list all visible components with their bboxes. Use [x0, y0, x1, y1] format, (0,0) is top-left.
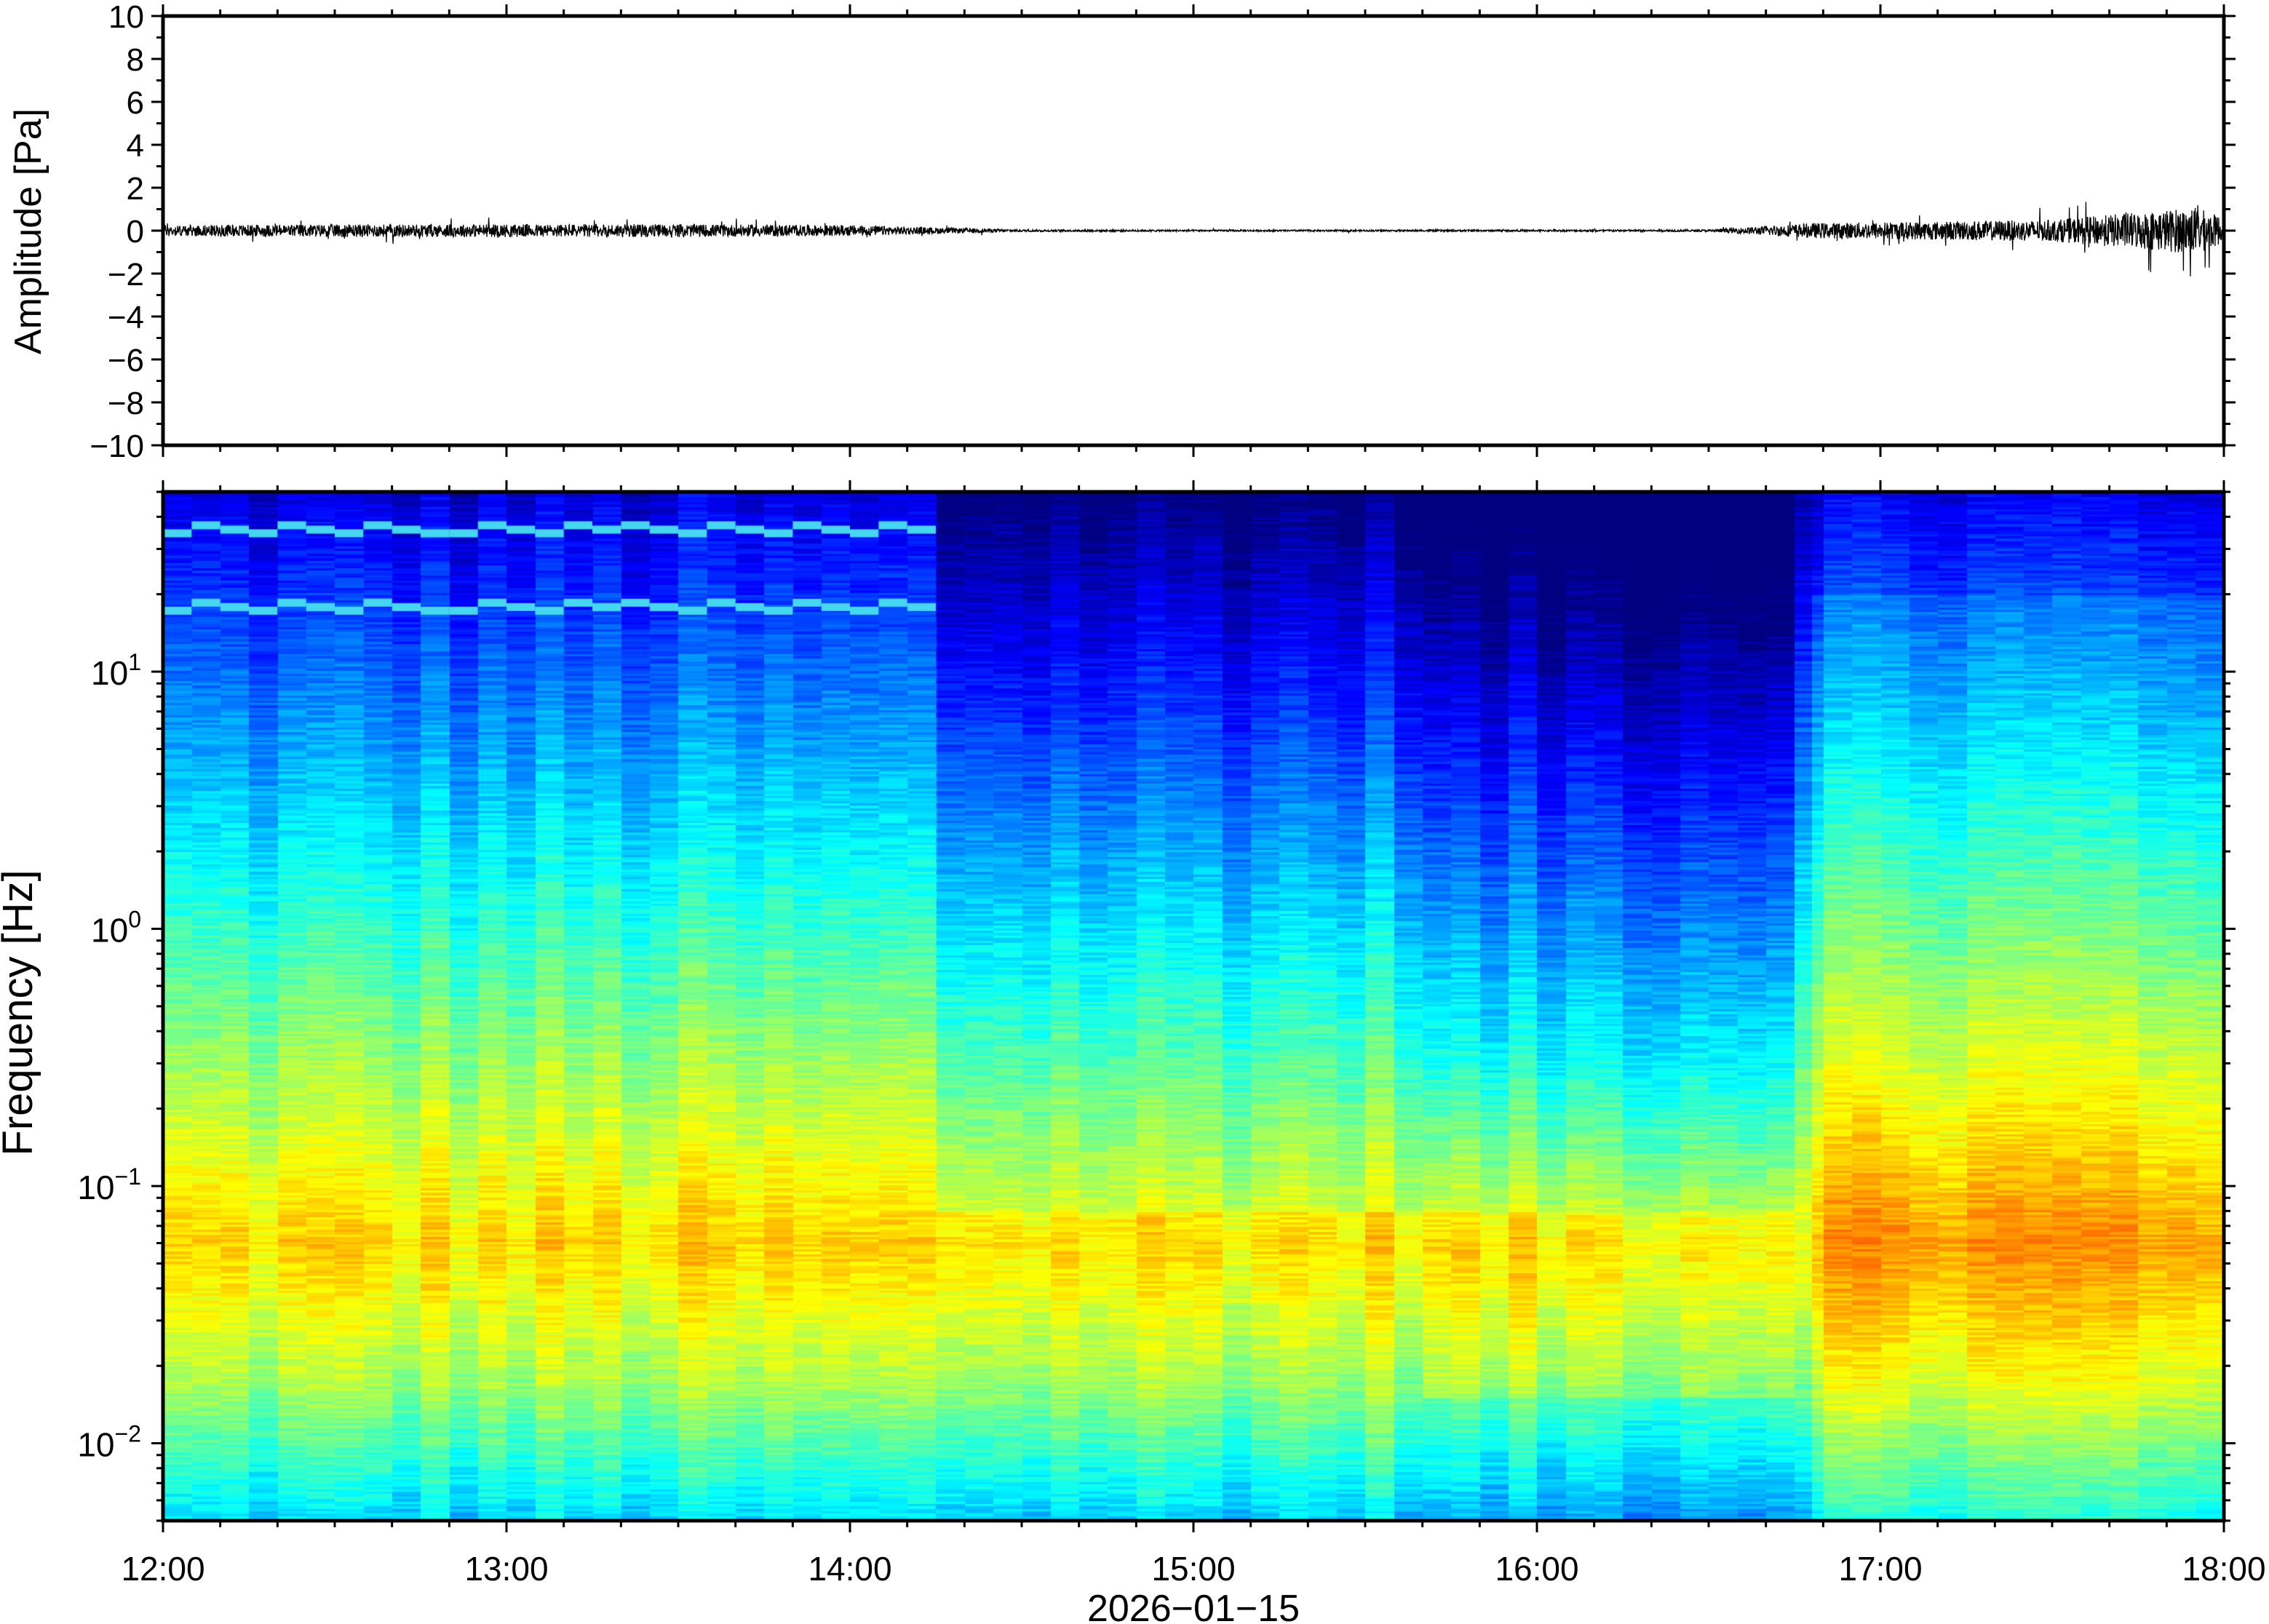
amp-tick-label: 10	[108, 0, 144, 35]
amp-tick-label: −6	[108, 343, 144, 378]
freq-tick-label: 101	[91, 649, 141, 692]
amplitude-axis-title: Amplitude [Pa]	[7, 108, 49, 354]
freq-tick-label: 10−1	[77, 1163, 141, 1206]
x-tick-label: 12:00	[121, 1550, 204, 1588]
freq-tick-label: 100	[91, 907, 141, 950]
x-tick-label: 18:00	[2182, 1550, 2265, 1588]
x-tick-label: 14:00	[808, 1550, 891, 1588]
amp-tick-label: −2	[108, 257, 144, 292]
amp-tick-label: 8	[127, 42, 144, 78]
amp-tick-label: −8	[108, 386, 144, 421]
spectrogram-heatmap	[163, 492, 2224, 1521]
spectrogram-image	[163, 492, 2224, 1521]
amp-tick-label: −4	[108, 300, 144, 335]
waveform-trace	[162, 202, 2225, 276]
x-tick-label: 17:00	[1838, 1550, 1922, 1588]
date-axis-title: 2026−01−15	[1087, 1588, 1300, 1624]
x-tick-label: 16:00	[1495, 1550, 1578, 1588]
x-tick-label: 15:00	[1151, 1550, 1235, 1588]
frequency-axis-title: Frequency [Hz]	[0, 869, 41, 1155]
amp-tick-label: 4	[127, 128, 144, 164]
amp-tick-label: 2	[127, 171, 144, 207]
amp-tick-label: 6	[127, 85, 144, 121]
x-tick-label: 13:00	[464, 1550, 548, 1588]
amp-tick-label: 0	[127, 214, 144, 250]
freq-tick-label: 10−2	[77, 1421, 141, 1464]
axes: 12:00 13:00 14:00 15:00 16:00 17:00 18:00 −10 −8…	[77, 0, 2265, 1588]
waveform-line	[162, 202, 2225, 276]
amp-tick-label: −10	[90, 429, 144, 464]
